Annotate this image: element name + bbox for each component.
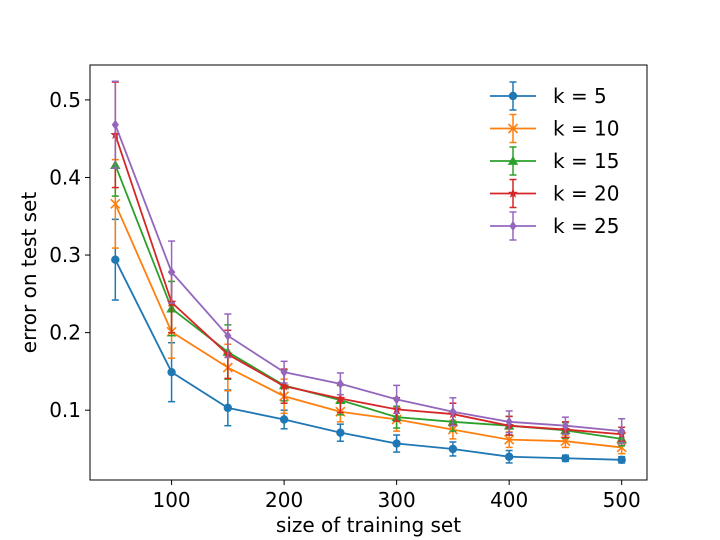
x-tick-label: 400 [490,488,528,512]
legend-entry: k = 25 [490,211,620,241]
data-point [110,198,121,209]
data-point [393,394,401,405]
series-3-error-bars [111,133,626,447]
data-point [336,428,345,437]
series-5-line [114,124,622,433]
legend-label: k = 20 [553,182,620,206]
data-point [561,420,570,431]
y-axis-label: error on test set [17,192,41,354]
legend-marker [507,123,519,134]
data-point [449,406,457,417]
data-point [335,393,346,403]
data-point [280,367,288,378]
series-1 [111,218,626,465]
data-point [111,255,120,264]
data-point [167,367,176,377]
data-point [223,403,233,413]
series-4 [110,81,627,442]
data-point [167,267,176,278]
data-point [224,330,232,341]
series-5 [111,80,626,445]
data-point [392,439,401,448]
data-point [504,434,515,445]
y-tick-label: 0.5 [49,88,81,112]
legend-marker [508,188,518,198]
legend-label: k = 10 [553,117,620,141]
series-4-line [114,134,622,436]
legend-label: k = 25 [553,214,620,238]
y-tick-label: 0.3 [49,243,81,267]
legend-marker [509,221,517,231]
series-1-error-bars [111,218,626,464]
data-point [448,444,458,454]
data-point [618,426,626,437]
data-point [505,416,513,427]
axis-ticks: 100 200 300 400 500 0.1 0.2 0.3 0.4 0.5 [49,88,641,512]
data-point [504,452,514,461]
series-4-error-bars [111,81,626,442]
series-3-line [114,164,622,440]
legend-entry: k = 10 [490,113,620,144]
x-tick-label: 500 [603,488,641,512]
data-point [279,415,289,424]
data-point [616,442,627,453]
legend-entry: k = 15 [490,146,620,176]
x-axis-label: size of training set [276,513,461,537]
x-tick-label: 200 [265,488,303,512]
axes-border [89,64,648,481]
legend-entry: k = 20 [490,178,620,209]
legend-marker [507,155,519,165]
data-point [279,380,290,391]
legend-entry: k = 5 [490,81,607,111]
legend-label: k = 15 [553,149,620,173]
axes-frame [89,64,648,481]
legend-label: k = 5 [553,84,607,108]
plot-area [110,80,627,465]
legend-marker [508,91,518,101]
series-5-error-bars [111,80,626,445]
data-point [561,454,570,463]
x-tick-label: 300 [378,488,416,512]
data-point [111,119,119,130]
series-2-line [114,203,622,449]
legend: k = 5 k = 10 k = 15 k = 20 k = 25 [490,81,620,241]
y-tick-label: 0.2 [49,321,81,345]
x-tick-label: 100 [152,488,190,512]
data-point [336,378,344,389]
data-point [617,455,626,465]
series-1-line [114,259,622,461]
y-tick-label: 0.4 [49,165,81,189]
y-tick-label: 0.1 [49,398,81,422]
